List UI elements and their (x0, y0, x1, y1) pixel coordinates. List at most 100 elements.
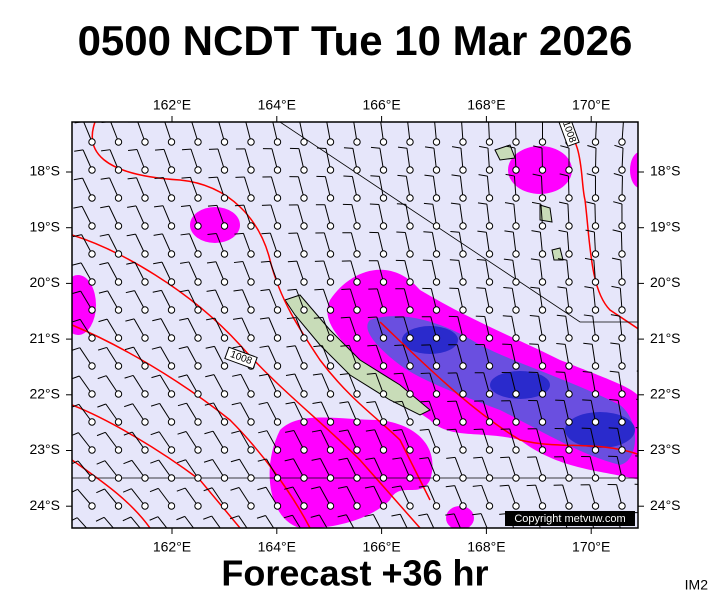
rain-core (490, 371, 550, 399)
station (485, 418, 494, 426)
barb-feather (531, 230, 541, 233)
barb-feather (207, 233, 217, 236)
wind-barb (123, 431, 149, 454)
barb-feather (559, 201, 569, 205)
barb-feather (203, 459, 213, 463)
station (220, 166, 229, 174)
station (353, 474, 361, 482)
wind-barb (366, 372, 388, 398)
station (353, 390, 361, 398)
lon-label-top: 168°E (467, 97, 505, 113)
wind-barb (154, 177, 176, 202)
rain-patch (190, 207, 240, 243)
wind-barb (315, 204, 335, 230)
station (88, 390, 96, 398)
copyright-box (505, 511, 635, 526)
station (512, 166, 520, 174)
barb-staff (645, 428, 649, 450)
barb-feather (285, 429, 295, 433)
station (247, 250, 255, 258)
wind-barb (126, 261, 149, 286)
lat-label-right: 18°S (650, 163, 681, 179)
wind-barb (337, 485, 361, 510)
station (379, 222, 388, 230)
barb-feather (257, 458, 267, 462)
station (565, 362, 573, 370)
wind-barb (289, 147, 308, 174)
station (247, 138, 255, 146)
station (273, 390, 282, 398)
station (618, 502, 626, 510)
wind-barb (312, 401, 335, 426)
station (406, 194, 414, 202)
lat-label-left: 23°S (29, 441, 60, 457)
barb-feather (125, 318, 135, 322)
barb-feather (176, 515, 186, 521)
barb-feather (345, 119, 354, 120)
station (591, 334, 600, 342)
wind-barb (499, 484, 520, 510)
barb-feather (150, 431, 160, 436)
wind-barb (176, 515, 195, 528)
wind-barb (477, 202, 494, 230)
wind-barb (502, 315, 520, 342)
station (326, 418, 335, 426)
station (353, 502, 361, 510)
wind-barb (531, 230, 547, 258)
barb-feather (449, 259, 459, 261)
station (167, 362, 176, 370)
wind-barb (501, 400, 520, 426)
station (486, 531, 492, 537)
wind-barb (73, 205, 96, 230)
wind-barb (179, 289, 202, 314)
wind-barb (368, 260, 388, 286)
wind-barb (258, 430, 282, 454)
station (432, 306, 441, 314)
barb-feather (125, 290, 135, 294)
station (88, 446, 96, 454)
station (512, 250, 520, 258)
wind-barb (233, 261, 255, 286)
barb-feather (584, 257, 594, 261)
barb-feather (284, 486, 294, 490)
barb-feather (204, 430, 214, 435)
wind-barb (155, 122, 176, 146)
barb-feather (364, 514, 374, 517)
wind-barb (609, 370, 626, 398)
station (406, 502, 414, 510)
station (194, 474, 202, 482)
wind-barb (586, 173, 600, 202)
barb-feather (149, 487, 159, 493)
barb-staff (211, 515, 221, 528)
barb-feather (560, 145, 570, 149)
wind-barb (392, 429, 414, 454)
station (167, 418, 176, 426)
barb-feather (259, 317, 269, 320)
station (167, 474, 176, 482)
station (645, 139, 651, 145)
barb-feather (637, 314, 638, 315)
barb-feather (206, 289, 216, 292)
station (618, 166, 626, 174)
wind-barb (618, 122, 626, 146)
barb-feather (233, 289, 243, 292)
wind-barb (128, 148, 149, 174)
station (194, 362, 202, 370)
wind-barb (206, 317, 229, 342)
wind-barb (445, 513, 461, 528)
barb-feather (338, 429, 348, 433)
station (379, 390, 388, 398)
station (220, 362, 229, 370)
station (512, 334, 520, 342)
station (618, 362, 626, 370)
axis-labels: 162°E 162°E 164°E 164°E 166°E 166°E 168°E 168°E… (29, 97, 680, 555)
wind-barb (501, 371, 520, 398)
wind-barb (153, 261, 176, 286)
barb-feather (613, 201, 623, 205)
wind-barb (206, 289, 229, 314)
barb-feather (285, 373, 295, 376)
barb-feather (585, 229, 595, 233)
wind-barb (391, 485, 414, 510)
barb-feather (582, 399, 592, 401)
barb-feather (283, 514, 293, 519)
